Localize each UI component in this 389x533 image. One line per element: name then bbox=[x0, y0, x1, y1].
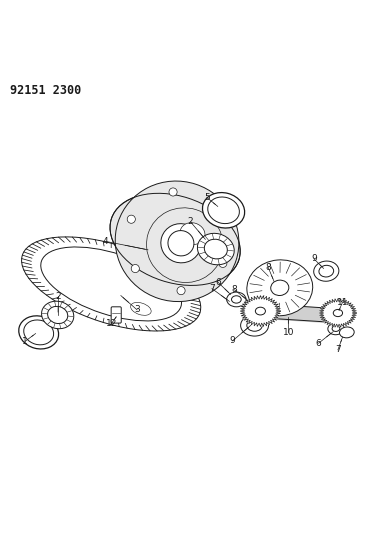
Text: 7: 7 bbox=[209, 284, 215, 293]
Circle shape bbox=[127, 215, 135, 223]
Ellipse shape bbox=[255, 307, 265, 315]
Ellipse shape bbox=[21, 237, 201, 331]
Ellipse shape bbox=[208, 197, 239, 223]
Text: 10: 10 bbox=[282, 328, 294, 337]
Text: 12: 12 bbox=[105, 319, 117, 328]
Circle shape bbox=[169, 188, 177, 196]
Polygon shape bbox=[240, 296, 280, 327]
Ellipse shape bbox=[247, 260, 313, 316]
Text: 8: 8 bbox=[231, 285, 237, 294]
Ellipse shape bbox=[231, 296, 241, 303]
Circle shape bbox=[177, 287, 185, 295]
Ellipse shape bbox=[328, 322, 344, 335]
Ellipse shape bbox=[42, 301, 74, 329]
Ellipse shape bbox=[332, 326, 340, 332]
Ellipse shape bbox=[110, 193, 240, 285]
Ellipse shape bbox=[161, 224, 201, 263]
Ellipse shape bbox=[41, 247, 182, 321]
Ellipse shape bbox=[115, 181, 239, 302]
Text: 6: 6 bbox=[215, 278, 221, 287]
Ellipse shape bbox=[319, 265, 334, 277]
Ellipse shape bbox=[333, 310, 343, 317]
Text: 2: 2 bbox=[55, 292, 61, 301]
Ellipse shape bbox=[271, 280, 289, 295]
Text: 8: 8 bbox=[265, 263, 271, 272]
Text: 7: 7 bbox=[335, 345, 341, 354]
Ellipse shape bbox=[328, 312, 342, 320]
Ellipse shape bbox=[241, 315, 268, 336]
Text: 6: 6 bbox=[315, 339, 321, 348]
Ellipse shape bbox=[197, 233, 234, 265]
Ellipse shape bbox=[203, 192, 245, 228]
Ellipse shape bbox=[24, 320, 54, 345]
FancyBboxPatch shape bbox=[111, 307, 121, 323]
Ellipse shape bbox=[168, 231, 194, 256]
Text: 1: 1 bbox=[22, 337, 28, 346]
Text: 4: 4 bbox=[103, 237, 108, 246]
Ellipse shape bbox=[247, 320, 262, 331]
Ellipse shape bbox=[204, 239, 227, 259]
Circle shape bbox=[215, 210, 223, 218]
Text: 9: 9 bbox=[311, 254, 317, 263]
Ellipse shape bbox=[47, 306, 68, 324]
Ellipse shape bbox=[131, 302, 151, 316]
Text: 5: 5 bbox=[204, 193, 210, 202]
Text: 2: 2 bbox=[188, 217, 193, 227]
Ellipse shape bbox=[314, 261, 339, 281]
Text: 9: 9 bbox=[230, 336, 235, 345]
Polygon shape bbox=[319, 298, 357, 327]
Text: 92151 2300: 92151 2300 bbox=[11, 84, 82, 98]
Ellipse shape bbox=[321, 308, 331, 322]
Ellipse shape bbox=[19, 316, 59, 349]
Ellipse shape bbox=[248, 303, 258, 317]
Ellipse shape bbox=[140, 275, 160, 288]
Ellipse shape bbox=[340, 327, 354, 338]
Text: 3: 3 bbox=[134, 305, 140, 314]
Circle shape bbox=[131, 264, 139, 272]
Text: 11: 11 bbox=[337, 297, 348, 306]
Circle shape bbox=[219, 260, 227, 268]
Ellipse shape bbox=[180, 223, 205, 245]
Ellipse shape bbox=[227, 292, 246, 307]
